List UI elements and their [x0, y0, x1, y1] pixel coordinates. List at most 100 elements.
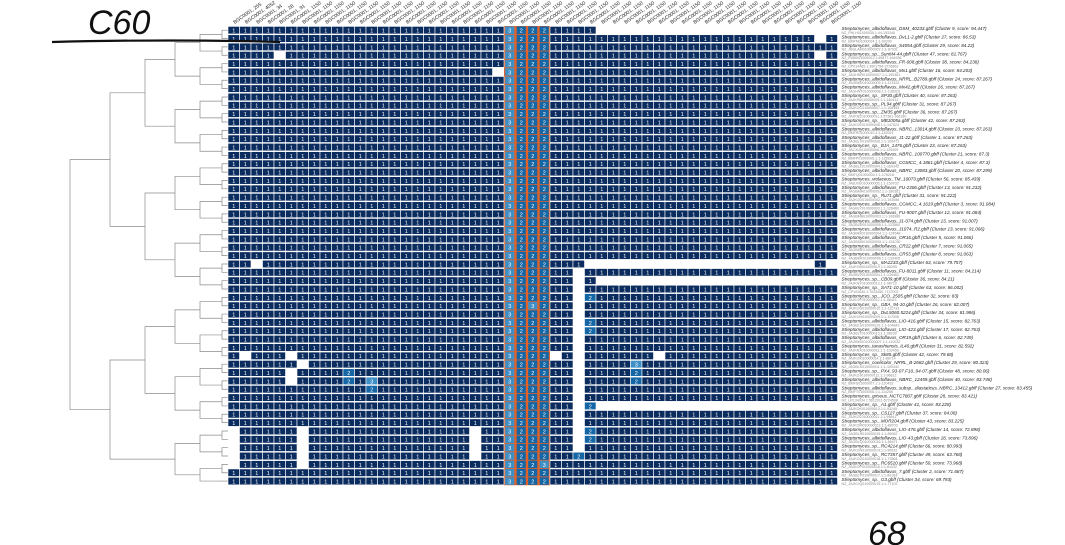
- heatmap-cell-value: 1: [439, 262, 442, 268]
- heatmap-cell-value: 1: [600, 162, 603, 168]
- heatmap-cell-value: 1: [485, 279, 488, 285]
- heatmap-cell-value: 1: [704, 237, 707, 243]
- heatmap-cell-value: 1: [669, 321, 672, 327]
- heatmap-cell-value: 1: [807, 413, 810, 419]
- heatmap-cell-value: 1: [566, 54, 569, 60]
- heatmap-cell-value: 1: [313, 271, 316, 277]
- heatmap-cell-value: 1: [761, 296, 764, 302]
- heatmap-cell-value: 1: [796, 70, 799, 76]
- heatmap-cell-value: 1: [566, 29, 569, 35]
- heatmap-cell-value: 1: [600, 79, 603, 85]
- heatmap-cell-value: 1: [497, 329, 500, 335]
- heatmap-cell-value: 1: [313, 171, 316, 177]
- heatmap-cell-value: 1: [727, 246, 730, 252]
- heatmap-cell-value: 1: [796, 338, 799, 344]
- heatmap-cell-value: 1: [727, 354, 730, 360]
- heatmap-cell-value: 1: [474, 179, 477, 185]
- heatmap-cell-value: 1: [669, 129, 672, 135]
- heatmap-cell-value: 1: [612, 162, 615, 168]
- heatmap-cell-value: 1: [290, 404, 293, 410]
- heatmap-cell-value: 1: [474, 312, 477, 318]
- heatmap-cell-value: 1: [347, 388, 350, 394]
- heatmap-cell-value: 1: [301, 379, 304, 385]
- heatmap-cell-value: 1: [589, 70, 592, 76]
- heatmap-cell-value: 1: [612, 171, 615, 177]
- dendrogram-branch: [174, 309, 200, 344]
- heatmap-cell-empty: [699, 276, 711, 285]
- heatmap-cell-value: 1: [232, 104, 235, 110]
- heatmap-cell-value: 1: [290, 45, 293, 51]
- heatmap-cell-value: 1: [370, 329, 373, 335]
- heatmap-cell-value: 1: [324, 312, 327, 318]
- heatmap-cell-empty: [653, 259, 665, 269]
- heatmap-cell-value: 2: [531, 229, 534, 235]
- heatmap-cell-value: 1: [554, 29, 557, 35]
- heatmap-cell-value: 1: [773, 104, 776, 110]
- heatmap-cell-value: 1: [451, 287, 454, 293]
- heatmap-cell-value: 1: [451, 62, 454, 68]
- heatmap-cell-value: 1: [428, 346, 431, 352]
- heatmap-cell-value: 1: [267, 137, 270, 143]
- heatmap-cell-empty: [757, 259, 769, 269]
- heatmap-cell-value: 1: [267, 79, 270, 85]
- heatmap-cell-value: 1: [451, 237, 454, 243]
- heatmap-cell-value: 1: [382, 296, 385, 302]
- heatmap-cell-value: 1: [393, 79, 396, 85]
- heatmap-cell-value: 1: [566, 212, 569, 218]
- heatmap-cell-value: 1: [612, 187, 615, 193]
- heatmap-cell-value: 1: [359, 137, 362, 143]
- heatmap-cell-value: 1: [405, 296, 408, 302]
- heatmap-cell-value: 1: [462, 37, 465, 43]
- heatmap-cell-value: 1: [784, 70, 787, 76]
- heatmap-cell-value: 1: [681, 187, 684, 193]
- heatmap-cell-value: 1: [727, 321, 730, 327]
- heatmap-cell-value: 1: [267, 204, 270, 210]
- heatmap-cell-value: 1: [313, 279, 316, 285]
- heatmap-cell-value: 1: [313, 154, 316, 160]
- heatmap-cell-value: 1: [382, 279, 385, 285]
- heatmap-cell-value: 1: [393, 338, 396, 344]
- heatmap-cell-value: 1: [646, 304, 649, 310]
- dendrogram-branch: [199, 434, 222, 453]
- heatmap-cell-value: 1: [382, 45, 385, 51]
- heatmap-cell-value: 1: [485, 62, 488, 68]
- heatmap-cell-value: 1: [232, 321, 235, 327]
- heatmap-cell-empty: [573, 284, 585, 294]
- heatmap-cell-value: 1: [658, 120, 661, 126]
- heatmap-cell-value: 1: [232, 246, 235, 252]
- heatmap-cell-value: 1: [750, 254, 753, 260]
- heatmap-cell-value: 1: [393, 354, 396, 360]
- heatmap-cell-value: 1: [727, 154, 730, 160]
- heatmap-cell-value: 1: [405, 162, 408, 168]
- heatmap-cell-value: 1: [761, 154, 764, 160]
- heatmap-cell-value: 1: [439, 296, 442, 302]
- heatmap-cell-value: 1: [336, 237, 339, 243]
- heatmap-cell-value: 1: [370, 104, 373, 110]
- heatmap-cell-value: 1: [393, 296, 396, 302]
- heatmap-cell-value: 1: [301, 112, 304, 118]
- heatmap-cell-value: 1: [715, 221, 718, 227]
- heatmap-cell-value: 1: [290, 29, 293, 35]
- heatmap-cell-value: 1: [658, 254, 661, 260]
- heatmap-cell-value: 1: [416, 62, 419, 68]
- heatmap-cell-value: 1: [566, 204, 569, 210]
- heatmap-cell-value: 1: [462, 179, 465, 185]
- heatmap-cell-value: 1: [232, 312, 235, 318]
- heatmap-cell-value: 1: [439, 396, 442, 402]
- heatmap-cell-value: 1: [600, 137, 603, 143]
- heatmap-cell-value: 1: [830, 363, 833, 369]
- heatmap-cell-value: 1: [485, 129, 488, 135]
- heatmap-cell-value: 1: [324, 296, 327, 302]
- heatmap-cell-value: 1: [336, 79, 339, 85]
- heatmap-cell-value: 1: [796, 112, 799, 118]
- heatmap-cell-value: 1: [623, 312, 626, 318]
- heatmap-cell-value: 1: [566, 145, 569, 151]
- heatmap-cell-value: 1: [428, 62, 431, 68]
- heatmap-cell-value: 1: [232, 29, 235, 35]
- heatmap-cell-value: 2: [531, 187, 534, 193]
- heatmap-cell-value: 1: [428, 179, 431, 185]
- heatmap-cell-value: 3: [508, 70, 511, 76]
- heatmap-cell-value: 1: [462, 112, 465, 118]
- heatmap-cell-value: 1: [439, 54, 442, 60]
- heatmap-cell-value: 1: [382, 346, 385, 352]
